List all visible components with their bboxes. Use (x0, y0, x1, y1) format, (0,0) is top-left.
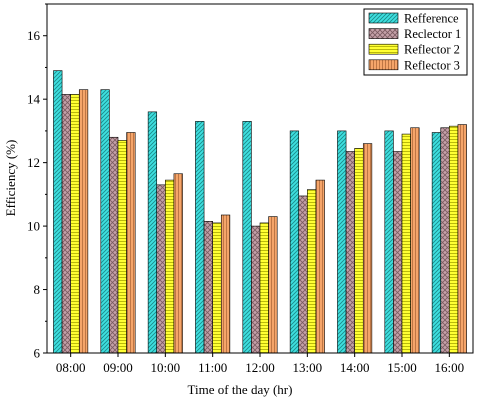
bar-1300-series-4 (315, 179, 325, 354)
bar-1000-series-1 (147, 111, 158, 354)
bar-1000-series-4 (173, 173, 183, 354)
bar-0800-series-1 (53, 70, 63, 354)
bar-1500-series-4 (410, 127, 420, 354)
x-tick-label: 08:00 (56, 360, 86, 375)
y-tick-label: 8 (34, 282, 41, 297)
bar-1500-series-2 (393, 151, 403, 354)
x-tick-label: 12:00 (245, 360, 275, 375)
bars-layer (53, 70, 467, 354)
bar-1600-series-2 (440, 127, 450, 354)
y-axis-title: Efficiency (%) (3, 140, 18, 217)
bar-1500-series-3 (401, 133, 411, 354)
legend-swatch (368, 43, 399, 55)
bar-1600-series-1 (431, 132, 442, 354)
y-tick-label: 10 (27, 219, 40, 234)
bar-1200-series-4 (268, 216, 278, 354)
bar-1100-series-3 (212, 222, 222, 354)
legend-label: Reclector 1 (404, 27, 461, 41)
bar-1500-series-1 (384, 130, 394, 354)
bar-1400-series-2 (345, 151, 355, 354)
bar-1300-series-3 (307, 189, 317, 354)
bar-1300-series-2 (298, 195, 308, 354)
x-tick-label: 14:00 (340, 360, 370, 375)
x-axis: 08:00 09:00 10:00 11:00 12:00 13:00 14:00 15:00… (56, 353, 464, 375)
y-tick-label: 6 (34, 346, 41, 361)
bar-1200-series-1 (242, 121, 252, 354)
bar-1400-series-3 (354, 148, 364, 354)
x-tick-label: 16:00 (435, 360, 465, 375)
x-tick-label: 09:00 (103, 360, 133, 375)
y-axis: 6 8 10 12 14 16 (27, 3, 47, 361)
x-axis-title: Time of the day (hr) (188, 382, 293, 397)
bar-1200-series-3 (259, 222, 269, 354)
legend-label: Refference (404, 12, 459, 26)
bar-1200-series-2 (251, 225, 261, 354)
bar-1100-series-1 (195, 121, 205, 354)
bar-0900-series-3 (117, 140, 127, 354)
x-tick-label: 11:00 (198, 360, 227, 375)
bar-0900-series-2 (109, 136, 119, 354)
x-tick-label: 13:00 (293, 360, 323, 375)
x-tick-label: 10:00 (151, 360, 181, 375)
legend-label: Reflector 2 (404, 43, 460, 57)
legend-label: Reflector 3 (404, 58, 460, 72)
bar-1300-series-1 (289, 130, 300, 354)
legend-swatch (368, 28, 399, 39)
bar-0800-series-2 (61, 94, 71, 354)
bar-1400-series-4 (362, 143, 373, 354)
y-tick-label: 16 (27, 28, 41, 43)
x-tick-label: 15:00 (387, 360, 417, 375)
bar-0800-series-3 (70, 94, 80, 354)
bar-1000-series-2 (156, 184, 166, 354)
bar-0900-series-1 (100, 89, 110, 354)
bar-1400-series-1 (337, 130, 347, 354)
bar-1600-series-3 (449, 125, 459, 354)
y-tick-label: 12 (27, 155, 40, 170)
bar-1600-series-4 (457, 124, 467, 354)
bar-1000-series-3 (165, 179, 175, 354)
legend-swatch (368, 59, 399, 71)
y-tick-label: 14 (27, 92, 41, 107)
legend-swatch (368, 12, 399, 24)
bar-0900-series-4 (126, 132, 136, 354)
bar-0800-series-4 (78, 89, 89, 354)
bar-1100-series-2 (203, 221, 213, 354)
bar-1100-series-4 (220, 214, 231, 354)
